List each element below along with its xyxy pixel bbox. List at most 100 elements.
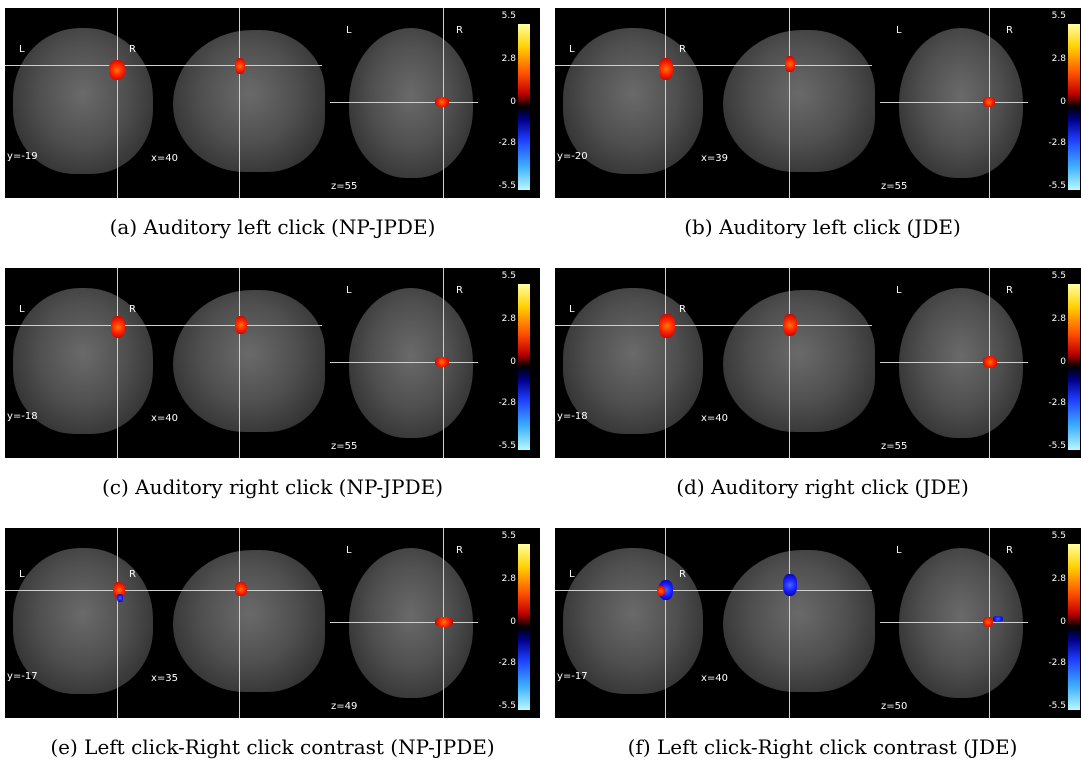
figure-caption: (a) Auditory left click (NP-JPDE) <box>109 215 436 239</box>
crosshair-vertical-coronal <box>117 268 118 458</box>
activation-blob <box>235 582 247 596</box>
colorbar-tick: 0 <box>1060 357 1066 367</box>
orientation-left-label: L <box>569 569 575 580</box>
coord-z-label: z=55 <box>331 181 358 192</box>
crosshair-horizontal <box>5 590 322 591</box>
activation-blob <box>785 56 795 72</box>
colorbar-tick: -2.8 <box>498 398 516 408</box>
figure-caption: (b) Auditory left click (JDE) <box>684 215 961 239</box>
coord-y-label: y=-19 <box>7 151 38 162</box>
coronal-slice <box>563 28 703 174</box>
colorbar-tick: 5.5 <box>1051 531 1066 541</box>
coord-y-label: y=-17 <box>557 671 588 682</box>
crosshair-horizontal-axial <box>880 622 1028 623</box>
brain-slice-panel: L R L R y=-19 x=40 z=55 5.5 2.8 0 -2.8 -… <box>5 8 540 198</box>
crosshair-vertical-sagittal <box>239 528 240 718</box>
crosshair-horizontal-axial <box>330 622 478 623</box>
colorbar-tick: 2.8 <box>1051 574 1066 584</box>
activation-blob <box>659 314 675 338</box>
colorbar-tick: 5.5 <box>1051 11 1066 21</box>
activation-blob-negative <box>783 574 797 596</box>
activation-blob <box>657 586 665 596</box>
crosshair-horizontal <box>5 65 322 66</box>
figure-f: L R L R y=-17 x=40 z=50 5.5 2.8 0 -2.8 -… <box>555 528 1081 778</box>
colorbar <box>1068 24 1080 190</box>
colorbar <box>518 544 530 710</box>
orientation-right-label: R <box>456 545 463 556</box>
crosshair-horizontal-axial <box>880 362 1028 363</box>
colorbar-tick: -5.5 <box>498 441 516 451</box>
crosshair-vertical-sagittal <box>789 268 790 458</box>
brain-slice-panel: L R L R y=-18 x=40 z=55 5.5 2.8 0 -2.8 -… <box>5 268 540 458</box>
sagittal-slice <box>723 290 875 432</box>
activation-blob <box>983 356 997 368</box>
orientation-right-label: R <box>1006 545 1013 556</box>
coord-y-label: y=-18 <box>7 411 38 422</box>
figure-b: L R L R y=-20 x=39 z=55 5.5 2.8 0 -2.8 -… <box>555 8 1081 258</box>
brain-slice-panel: L R L R y=-18 x=40 z=55 5.5 2.8 0 -2.8 -… <box>555 268 1081 458</box>
axial-slice <box>899 288 1023 438</box>
crosshair-vertical-coronal <box>665 268 666 458</box>
activation-blob-negative <box>993 616 1003 622</box>
axial-slice <box>899 548 1023 698</box>
crosshair-vertical-coronal <box>665 528 666 718</box>
sagittal-slice <box>173 290 325 432</box>
orientation-right-label: R <box>1006 25 1013 36</box>
activation-blob <box>235 58 245 74</box>
activation-blob-negative <box>117 594 123 602</box>
colorbar-tick: -5.5 <box>1048 181 1066 191</box>
figure-caption: (e) Left click-Right click contrast (NP-… <box>50 735 495 759</box>
crosshair-vertical-sagittal <box>789 8 790 198</box>
colorbar-tick: 2.8 <box>1051 314 1066 324</box>
sagittal-slice <box>173 30 325 172</box>
coord-y-label: y=-20 <box>557 151 588 162</box>
orientation-right-label: R <box>679 569 686 580</box>
colorbar-tick: -2.8 <box>1048 138 1066 148</box>
orientation-left-label: L <box>346 25 352 36</box>
figure-d: L R L R y=-18 x=40 z=55 5.5 2.8 0 -2.8 -… <box>555 268 1081 518</box>
colorbar-tick: 5.5 <box>501 271 516 281</box>
coord-x-label: x=40 <box>151 413 179 424</box>
colorbar-tick: -5.5 <box>498 181 516 191</box>
coord-y-label: y=-18 <box>557 411 588 422</box>
brain-slice-panel: L R L R y=-20 x=39 z=55 5.5 2.8 0 -2.8 -… <box>555 8 1081 198</box>
activation-blob <box>235 316 247 334</box>
colorbar-tick: 0 <box>1060 617 1066 627</box>
crosshair-horizontal <box>555 325 872 326</box>
orientation-left-label: L <box>569 44 575 55</box>
coronal-slice <box>13 548 153 694</box>
crosshair-vertical-coronal <box>117 528 118 718</box>
figure-caption: (d) Auditory right click (JDE) <box>676 475 969 499</box>
crosshair-vertical-sagittal <box>239 268 240 458</box>
crosshair-vertical-coronal <box>665 8 666 198</box>
coronal-slice <box>563 288 703 434</box>
orientation-left-label: L <box>19 44 25 55</box>
coord-z-label: z=55 <box>331 441 358 452</box>
crosshair-horizontal-axial <box>330 102 478 103</box>
sagittal-slice <box>723 30 875 172</box>
coord-y-label: y=-17 <box>7 671 38 682</box>
colorbar-tick: -5.5 <box>1048 441 1066 451</box>
orientation-left-label: L <box>569 304 575 315</box>
brain-slice-panel: L R L R y=-17 x=35 z=49 5.5 2.8 0 -2.8 -… <box>5 528 540 718</box>
activation-blob <box>983 617 993 627</box>
orientation-right-label: R <box>679 44 686 55</box>
activation-blob <box>783 314 797 336</box>
orientation-left-label: L <box>896 545 902 556</box>
sagittal-slice <box>173 550 325 692</box>
orientation-left-label: L <box>346 285 352 296</box>
orientation-left-label: L <box>346 545 352 556</box>
crosshair-vertical-coronal <box>117 8 118 198</box>
coord-x-label: x=35 <box>151 673 179 684</box>
activation-blob <box>109 60 125 80</box>
colorbar-tick: -5.5 <box>498 701 516 711</box>
colorbar-tick: 2.8 <box>501 314 516 324</box>
coord-x-label: x=40 <box>701 413 729 424</box>
coord-z-label: z=55 <box>881 181 908 192</box>
activation-blob <box>435 357 449 367</box>
coord-x-label: x=40 <box>151 153 179 164</box>
figure-c: L R L R y=-18 x=40 z=55 5.5 2.8 0 -2.8 -… <box>5 268 540 518</box>
colorbar <box>518 284 530 450</box>
orientation-left-label: L <box>19 569 25 580</box>
orientation-right-label: R <box>1006 285 1013 296</box>
